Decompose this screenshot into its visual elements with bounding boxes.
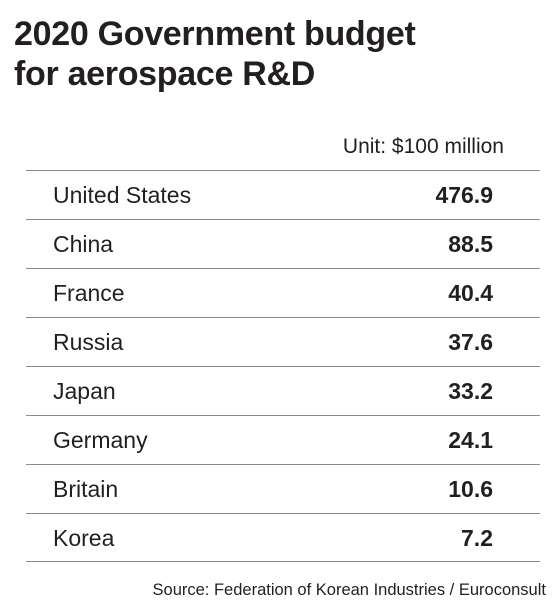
table-row: Britain 10.6: [26, 464, 540, 513]
budget-value: 7.2: [461, 525, 493, 551]
table-row: Korea 7.2: [26, 513, 540, 562]
country-name: France: [53, 280, 125, 306]
budget-value: 88.5: [448, 231, 493, 257]
country-name: China: [53, 231, 114, 257]
budget-value: 476.9: [435, 182, 493, 208]
chart-title-line-2: for aerospace R&D: [14, 55, 315, 93]
budget-value: 24.1: [448, 427, 493, 453]
table-row: Germany 24.1: [26, 415, 540, 464]
unit-label: Unit: $100 million: [342, 135, 504, 158]
budget-value: 40.4: [448, 280, 493, 306]
table-row: Russia 37.6: [26, 317, 540, 366]
source-note: Source: Federation of Korean Industries …: [152, 581, 546, 599]
table-row: France 40.4: [26, 268, 540, 317]
budget-value: 10.6: [448, 476, 493, 502]
table-row: China 88.5: [26, 219, 540, 268]
country-name: United States: [53, 182, 192, 208]
country-name: Britain: [53, 476, 119, 502]
country-name: Russia: [53, 329, 124, 355]
table-row: Japan 33.2: [26, 366, 540, 415]
country-name: Japan: [53, 378, 116, 404]
data-table: United States 476.9 China 88.5 France 40.4 Rus…: [26, 170, 540, 562]
country-name: Korea: [53, 525, 115, 551]
country-name: Germany: [53, 427, 148, 453]
budget-value: 37.6: [448, 329, 493, 355]
chart-title: 2020 Government budget for aerospace R&D: [14, 14, 544, 94]
table-row: United States 476.9: [26, 170, 540, 219]
chart-title-line-1: 2020 Government budget: [14, 15, 416, 53]
budget-value: 33.2: [448, 378, 493, 404]
